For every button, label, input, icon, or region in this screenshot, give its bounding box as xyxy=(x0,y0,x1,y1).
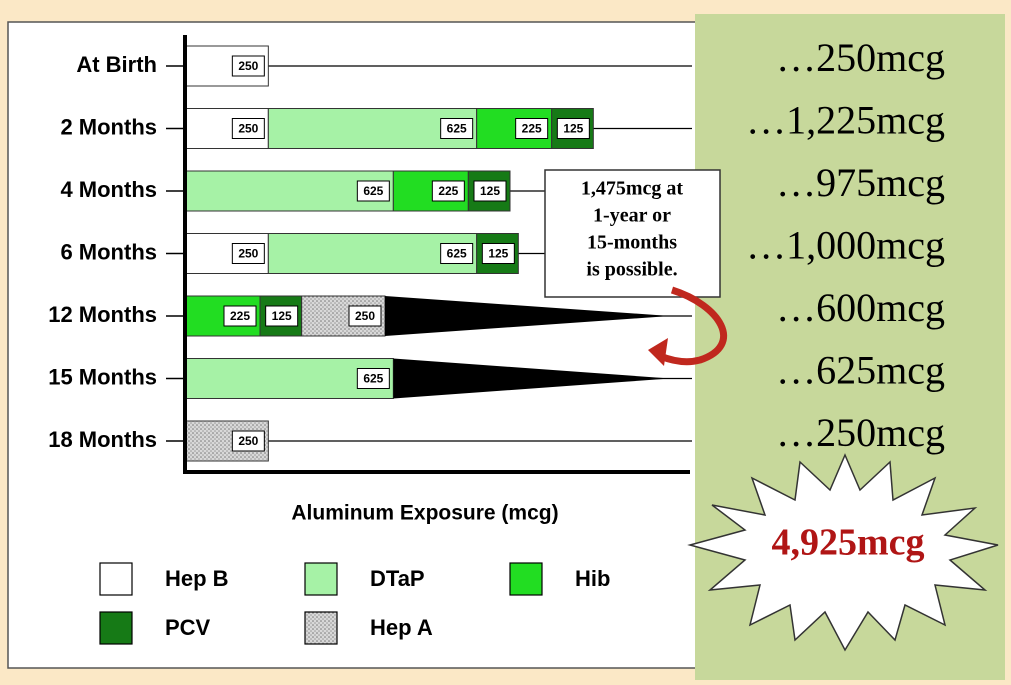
legend: Hep B DTaP Hib PCV Hep A xyxy=(99,562,610,645)
grand-total: 4,925mcg xyxy=(771,522,924,564)
row-total: …600mcg xyxy=(776,285,945,330)
y-tick-label: At Birth xyxy=(76,52,157,77)
value-label: 225 xyxy=(230,309,250,323)
value-label-box xyxy=(231,118,265,139)
value-label: 125 xyxy=(563,122,583,136)
value-label-box xyxy=(348,305,382,327)
legend-label: Hep A xyxy=(370,615,433,640)
value-label: 625 xyxy=(363,184,383,198)
value-label-box xyxy=(440,243,474,264)
callout-box xyxy=(544,169,721,298)
y-tick-label: 2 Months xyxy=(60,114,157,139)
y-tick-label: 6 Months xyxy=(60,239,157,264)
legend-label: Hep B xyxy=(165,566,229,591)
value-label: 625 xyxy=(363,372,383,386)
value-label-box xyxy=(231,243,265,264)
x-axis-label: Aluminum Exposure (mcg) xyxy=(291,502,558,525)
row-total: …250mcg xyxy=(776,410,945,455)
legend-label: PCV xyxy=(165,615,211,640)
legend-label: DTaP xyxy=(370,566,425,591)
value-label: 125 xyxy=(272,309,292,323)
value-label: 250 xyxy=(355,309,375,323)
value-label-box xyxy=(356,180,390,202)
callout-text: 1-year or xyxy=(593,205,671,227)
y-tick-label: 18 Months xyxy=(48,427,157,452)
y-tick-label: 15 Months xyxy=(48,364,157,389)
value-label-box xyxy=(356,368,390,389)
value-label-box xyxy=(231,55,265,77)
y-tick-label: 4 Months xyxy=(60,177,157,202)
legend-swatch xyxy=(99,562,133,596)
callout-text: is possible. xyxy=(586,259,677,281)
row-total: …1,225mcg xyxy=(746,98,945,143)
value-label: 250 xyxy=(238,434,258,448)
callout-arrow xyxy=(658,286,728,366)
legend-swatch xyxy=(509,562,543,596)
value-label-box xyxy=(473,180,507,202)
value-label: 125 xyxy=(488,247,508,261)
value-label-box xyxy=(223,305,257,327)
value-label: 625 xyxy=(447,122,467,136)
legend-label: Hib xyxy=(575,566,610,591)
value-label: 250 xyxy=(238,59,258,73)
trend-wedge xyxy=(385,296,670,336)
trend-wedge xyxy=(393,358,670,399)
value-label-box xyxy=(481,243,515,264)
row-total: …625mcg xyxy=(776,348,945,393)
legend-swatch xyxy=(304,611,338,645)
value-label: 125 xyxy=(480,184,500,198)
y-tick-label: 12 Months xyxy=(48,302,157,327)
value-label: 225 xyxy=(522,122,542,136)
value-label-box xyxy=(515,118,549,139)
value-label-box xyxy=(556,118,590,139)
plot: At Birth 250 2 Months 250 625 225 125 4 Months 6… xyxy=(48,45,692,462)
callout-arrowhead xyxy=(648,338,668,366)
legend-swatch xyxy=(99,611,133,645)
value-label-box xyxy=(231,430,265,452)
value-label: 625 xyxy=(447,247,467,261)
callout-text: 1,475mcg at xyxy=(581,178,684,200)
value-label: 225 xyxy=(438,184,458,198)
legend-swatch xyxy=(304,562,338,596)
value-label-box xyxy=(265,305,299,327)
row-total: …975mcg xyxy=(776,160,945,205)
callout-text: 15-months xyxy=(587,232,677,254)
value-label-box xyxy=(431,180,465,202)
row-total: …1,000mcg xyxy=(746,223,945,268)
value-label: 250 xyxy=(238,247,258,261)
value-label-box xyxy=(440,118,474,139)
starburst xyxy=(687,453,999,652)
row-total: …250mcg xyxy=(776,35,945,80)
value-label: 250 xyxy=(238,122,258,136)
